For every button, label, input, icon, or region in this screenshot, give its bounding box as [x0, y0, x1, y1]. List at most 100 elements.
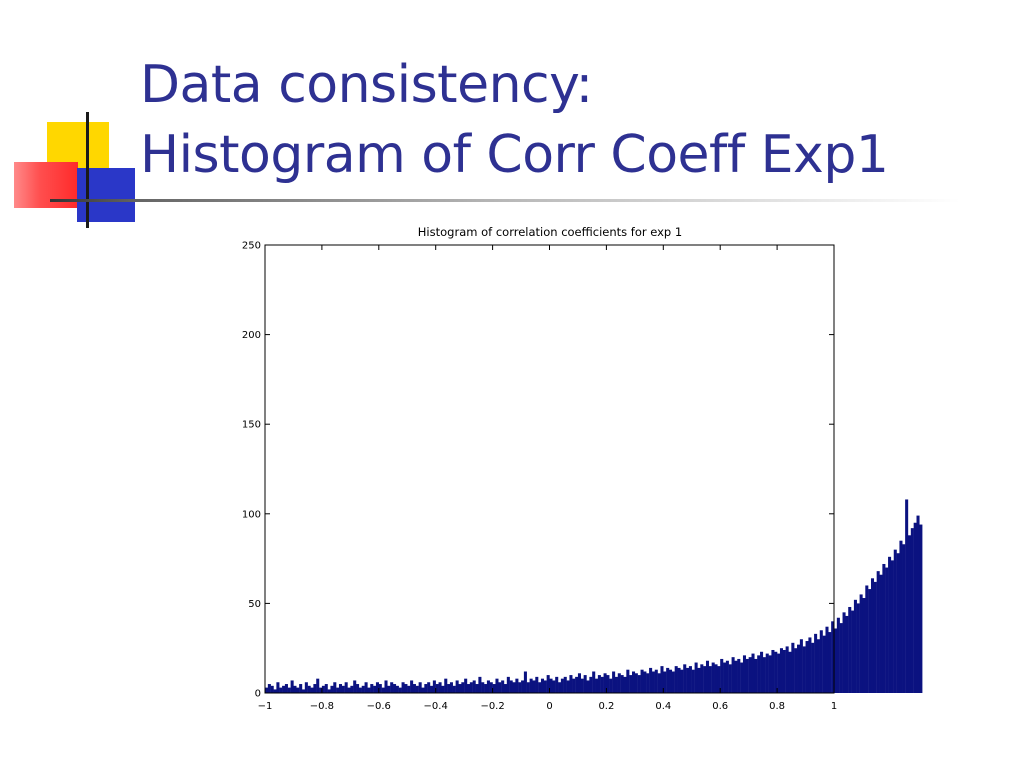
histogram-bar	[745, 658, 749, 693]
histogram-bar	[899, 540, 903, 693]
histogram-bar	[430, 685, 434, 693]
histogram-bar	[677, 667, 681, 693]
x-tick-label: −0.8	[310, 701, 334, 712]
histogram-bar	[415, 685, 419, 693]
histogram-bar	[740, 662, 744, 693]
histogram-bar	[725, 660, 729, 693]
histogram-bar	[737, 658, 741, 693]
histogram-bar	[549, 678, 553, 693]
histogram-bar	[668, 669, 673, 693]
histogram-bar	[393, 684, 397, 693]
histogram-bar	[691, 669, 695, 693]
histogram-bar	[868, 589, 872, 693]
y-tick-label: 50	[248, 599, 261, 610]
histogram-bar	[703, 666, 707, 693]
title-underline	[50, 199, 960, 202]
histogram-bar	[890, 560, 894, 693]
histogram-bar	[338, 684, 343, 693]
histogram-bar	[617, 673, 621, 693]
histogram-bar	[649, 667, 653, 693]
histogram-bar	[831, 621, 835, 693]
histogram-bar	[609, 678, 613, 693]
histogram-bar	[418, 682, 422, 693]
histogram-bar	[888, 556, 892, 693]
histogram-bar	[458, 684, 462, 693]
histogram-bar	[592, 671, 596, 693]
decorative-vertical-line	[86, 112, 89, 228]
histogram-bar	[853, 599, 857, 693]
histogram-bar	[336, 687, 340, 693]
histogram-bar	[748, 657, 752, 693]
histogram-bar	[293, 685, 297, 693]
histogram-bar	[449, 682, 453, 693]
x-tick-label: 0.6	[712, 701, 728, 712]
histogram-bar	[589, 676, 593, 693]
histogram-bar	[845, 615, 849, 693]
histogram-bar	[654, 669, 658, 693]
slide-title: Data consistency: Histogram of Corr Coef…	[140, 50, 1000, 190]
histogram-bar	[486, 680, 490, 693]
histogram-bar	[475, 684, 479, 693]
x-tick-label: −0.6	[367, 701, 391, 712]
histogram-bar	[535, 676, 539, 693]
histogram-bar	[583, 675, 587, 693]
histogram-bar	[657, 673, 661, 693]
histogram-bar	[893, 549, 897, 693]
histogram-bar	[791, 642, 795, 693]
histogram-bar	[469, 682, 473, 693]
histogram-bar	[671, 671, 675, 693]
histogram-bar	[836, 617, 840, 693]
histogram-bar	[774, 651, 778, 693]
histogram-bar	[384, 680, 388, 693]
histogram-bar	[512, 682, 516, 693]
histogram-bar	[834, 628, 838, 693]
histogram-bar	[489, 682, 493, 693]
histogram-bar	[438, 682, 442, 693]
histogram-bar	[452, 685, 456, 693]
histogram-bar	[353, 680, 357, 693]
x-tick-label: 0.4	[655, 701, 671, 712]
histogram-bar	[444, 678, 448, 693]
histogram-bar	[316, 678, 320, 693]
histogram-bar	[304, 682, 308, 693]
histogram-bar	[910, 528, 914, 693]
histogram-bar	[856, 603, 860, 693]
histogram-bar	[612, 671, 616, 693]
histogram-bar	[876, 571, 880, 693]
histogram-bar	[381, 687, 385, 693]
histogram-bar	[688, 666, 692, 693]
histogram-bar	[427, 682, 431, 693]
histogram-bar	[797, 644, 801, 693]
histogram-bar	[640, 669, 644, 693]
histogram-bar	[717, 666, 721, 693]
histogram-bar	[839, 623, 843, 693]
histogram-bar	[350, 685, 354, 693]
histogram-bar	[424, 684, 428, 693]
histogram-bar	[819, 630, 823, 693]
histogram-bar	[865, 585, 869, 693]
histogram-bar	[410, 680, 414, 693]
histogram-bar	[742, 655, 747, 693]
ticks-layer: −1 −0.8 −0.6 −0.4 −0.2 0 0.2 0.4 0.6 0.8 1 0 50 100 15…	[242, 241, 837, 713]
histogram-bar	[478, 676, 482, 693]
histogram-bar	[597, 675, 601, 693]
histogram-bar	[358, 687, 362, 693]
histogram-bar	[390, 682, 394, 693]
histogram-bar	[651, 671, 655, 693]
histogram-bar	[313, 684, 317, 693]
histogram-bar	[816, 639, 820, 693]
histogram-bar	[799, 639, 803, 693]
histogram-bar	[498, 682, 502, 693]
histogram-bar	[663, 671, 667, 693]
histogram-bar	[546, 675, 550, 693]
histogram-bar	[461, 682, 465, 693]
histogram-bar	[666, 667, 670, 693]
histogram-bar	[563, 676, 567, 693]
histogram-bar	[310, 687, 314, 693]
chart-title: Histogram of correlation coefficients fo…	[418, 225, 682, 239]
histogram-bar	[907, 535, 912, 693]
x-tick-label: 0.2	[598, 701, 614, 712]
histogram-bar	[327, 689, 331, 693]
histogram-bar	[265, 687, 269, 693]
